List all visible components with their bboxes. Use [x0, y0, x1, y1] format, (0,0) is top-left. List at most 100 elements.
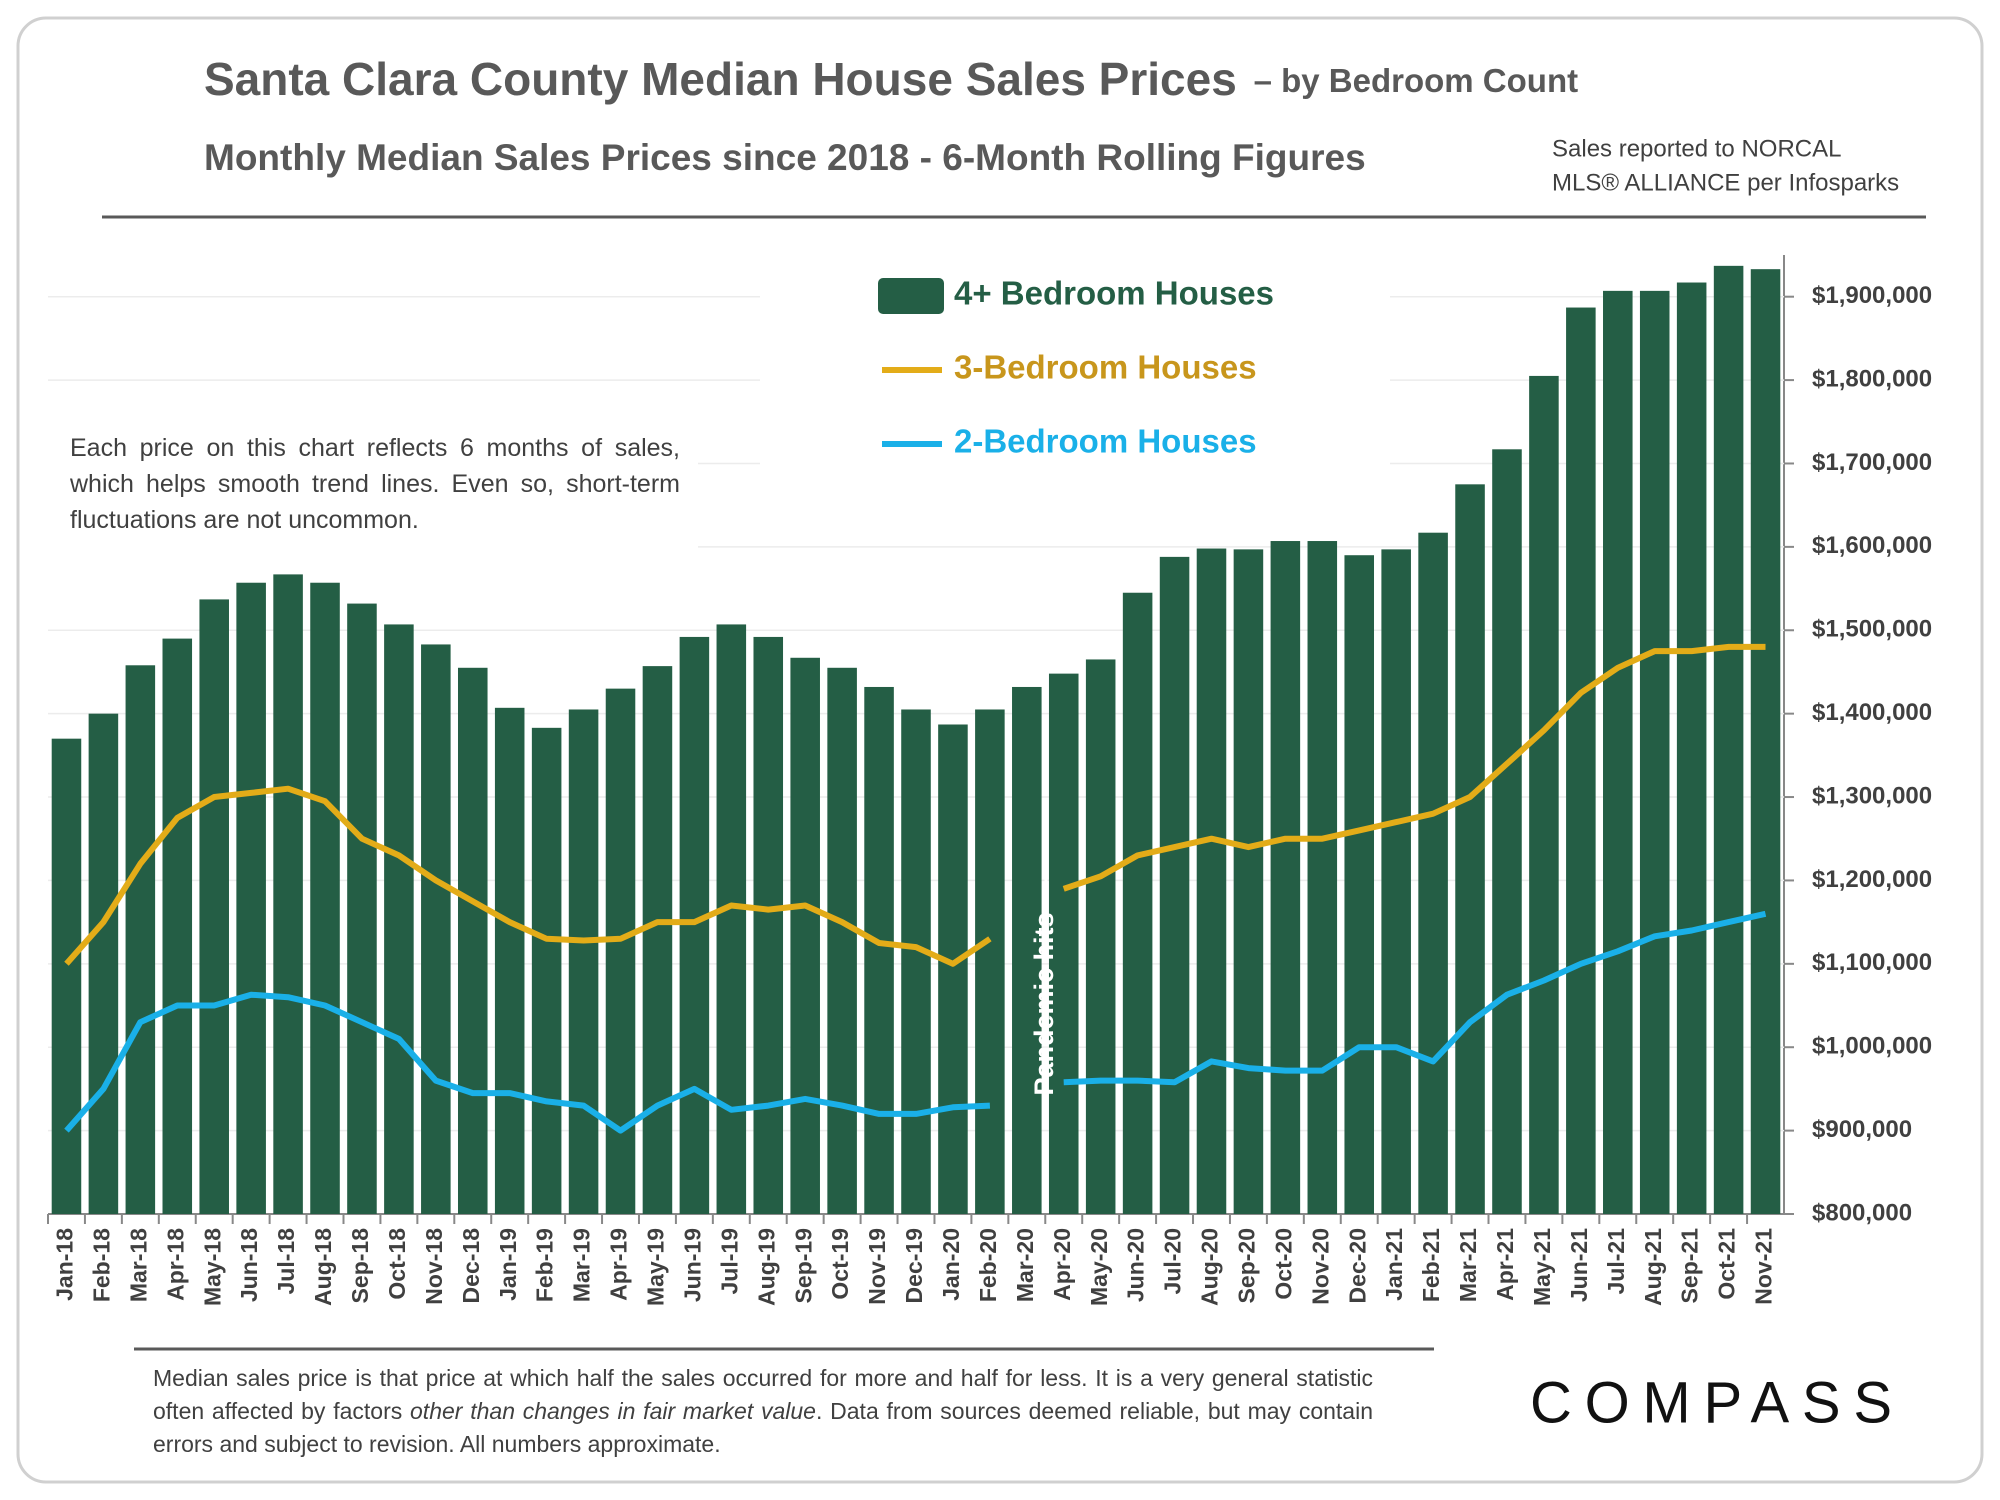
x-tick-label: Oct-21: [1714, 1228, 1740, 1300]
bar: [421, 644, 451, 1214]
x-tick-label: Apr-21: [1492, 1228, 1518, 1301]
x-tick-label: Apr-18: [162, 1228, 188, 1301]
bar: [1676, 282, 1707, 1214]
bar: [384, 624, 414, 1214]
x-tick-label: Oct-18: [384, 1228, 410, 1300]
x-tick-label: Jan-19: [495, 1228, 521, 1301]
x-tick-label: Jun-21: [1566, 1228, 1592, 1302]
bar: [1085, 659, 1116, 1214]
bar: [273, 574, 303, 1214]
x-tick-label: Sep-18: [347, 1228, 373, 1304]
x-tick-label: Dec-19: [901, 1228, 927, 1303]
bar: [642, 666, 673, 1214]
bar: [236, 582, 266, 1214]
x-tick-label: Apr-19: [606, 1228, 632, 1301]
bar: [1381, 549, 1411, 1214]
bar: [568, 709, 599, 1214]
legend-swatch: [878, 278, 944, 314]
chart-subtitle: Monthly Median Sales Prices since 2018 -…: [204, 137, 1366, 178]
line: [64, 643, 1766, 967]
bar: [679, 636, 710, 1214]
x-tick-label: Mar-20: [1012, 1228, 1038, 1302]
x-tick-label: Jan-21: [1381, 1228, 1407, 1301]
bar: [1048, 673, 1079, 1214]
x-tick-label: Apr-20: [1049, 1228, 1075, 1301]
x-tick-label: Nov-20: [1307, 1228, 1333, 1305]
x-tick-label: Feb-19: [532, 1228, 558, 1302]
x-tick-label: May-19: [643, 1228, 669, 1306]
x-tick-label: May-21: [1529, 1228, 1555, 1306]
bar: [1159, 556, 1190, 1214]
bar: [1492, 449, 1522, 1214]
bar: [1122, 592, 1153, 1214]
footnote-text: Median sales price is that price at whic…: [153, 1365, 1373, 1424]
footnote: Median sales price is that price at whic…: [153, 1362, 1373, 1461]
y-tick-label: $1,000,000: [1812, 1033, 1932, 1060]
y-tick-label: $1,800,000: [1812, 365, 1932, 392]
bar: [753, 636, 784, 1214]
bar: [1012, 686, 1042, 1214]
bar: [1307, 541, 1338, 1214]
bar: [125, 665, 156, 1214]
bar: [1270, 541, 1301, 1214]
x-tick-label: May-20: [1086, 1228, 1112, 1306]
logo: COMPASS: [1530, 1370, 1892, 1435]
bar: [716, 624, 747, 1214]
bar: [1418, 532, 1448, 1214]
x-tick-label: Feb-20: [975, 1228, 1001, 1302]
x-tick-label: Jan-18: [52, 1228, 78, 1301]
x-tick-label: Mar-18: [125, 1228, 151, 1302]
x-tick-label: May-18: [199, 1228, 225, 1306]
bar: [1566, 307, 1596, 1215]
bar: [827, 667, 857, 1214]
legend-label: 2-Bedroom Houses: [954, 423, 1257, 460]
bar: [51, 738, 82, 1214]
x-tick-label: Jun-19: [679, 1228, 705, 1302]
annotation-background: [48, 420, 698, 550]
annotation: Each price on this chart reflects 6 mont…: [70, 434, 680, 534]
source: Sales reported to NORCAL: [1552, 135, 1841, 162]
x-tick-label: Nov-19: [864, 1228, 890, 1305]
x-tick-label: Jun-20: [1123, 1228, 1149, 1302]
bar: [864, 686, 894, 1214]
x-tick-label: Jul-21: [1603, 1228, 1629, 1295]
bar: [162, 638, 193, 1214]
bar: [1713, 265, 1744, 1214]
bar: [790, 657, 820, 1214]
bar: [1233, 549, 1264, 1214]
x-tick-label: Mar-19: [569, 1228, 595, 1302]
chart-title: Santa Clara County Median House Sales Pr…: [204, 53, 1578, 105]
bar: [1529, 375, 1559, 1215]
footnote-text: . Data from sources deemed reliable, but…: [153, 1398, 1373, 1457]
x-tick-label: Aug-18: [310, 1228, 336, 1306]
x-tick-label: Nov-18: [421, 1228, 447, 1305]
y-tick-label: $800,000: [1812, 1199, 1912, 1226]
bar: [901, 709, 931, 1214]
y-tick-label: $1,300,000: [1812, 782, 1932, 809]
x-tick-label: Dec-18: [458, 1228, 484, 1304]
bar: [1344, 555, 1375, 1214]
bar: [199, 599, 229, 1214]
x-tick-label: Oct-19: [827, 1228, 853, 1300]
x-tick-label: Jun-18: [236, 1228, 262, 1302]
bar: [88, 713, 119, 1214]
x-tick-label: Sep-19: [790, 1228, 816, 1303]
bar: [310, 582, 340, 1214]
x-tick-label: Aug-21: [1640, 1228, 1666, 1306]
y-tick-label: $900,000: [1812, 1116, 1912, 1143]
y-tick-label: $1,600,000: [1812, 532, 1932, 559]
bar: [1196, 548, 1227, 1214]
x-tick-label: Oct-20: [1270, 1228, 1296, 1300]
event-label: Pandemic hits: [1029, 912, 1059, 1095]
x-tick-label: Jan-20: [938, 1228, 964, 1301]
y-tick-label: $1,900,000: [1812, 282, 1932, 309]
x-tick-label: Sep-20: [1234, 1228, 1260, 1303]
x-tick-label: Jul-20: [1160, 1228, 1186, 1294]
x-tick-label: Jul-19: [716, 1228, 742, 1294]
bar: [457, 667, 488, 1214]
legend-background: [760, 260, 1390, 490]
y-tick-label: $1,100,000: [1812, 949, 1932, 976]
bar: [1603, 290, 1633, 1214]
